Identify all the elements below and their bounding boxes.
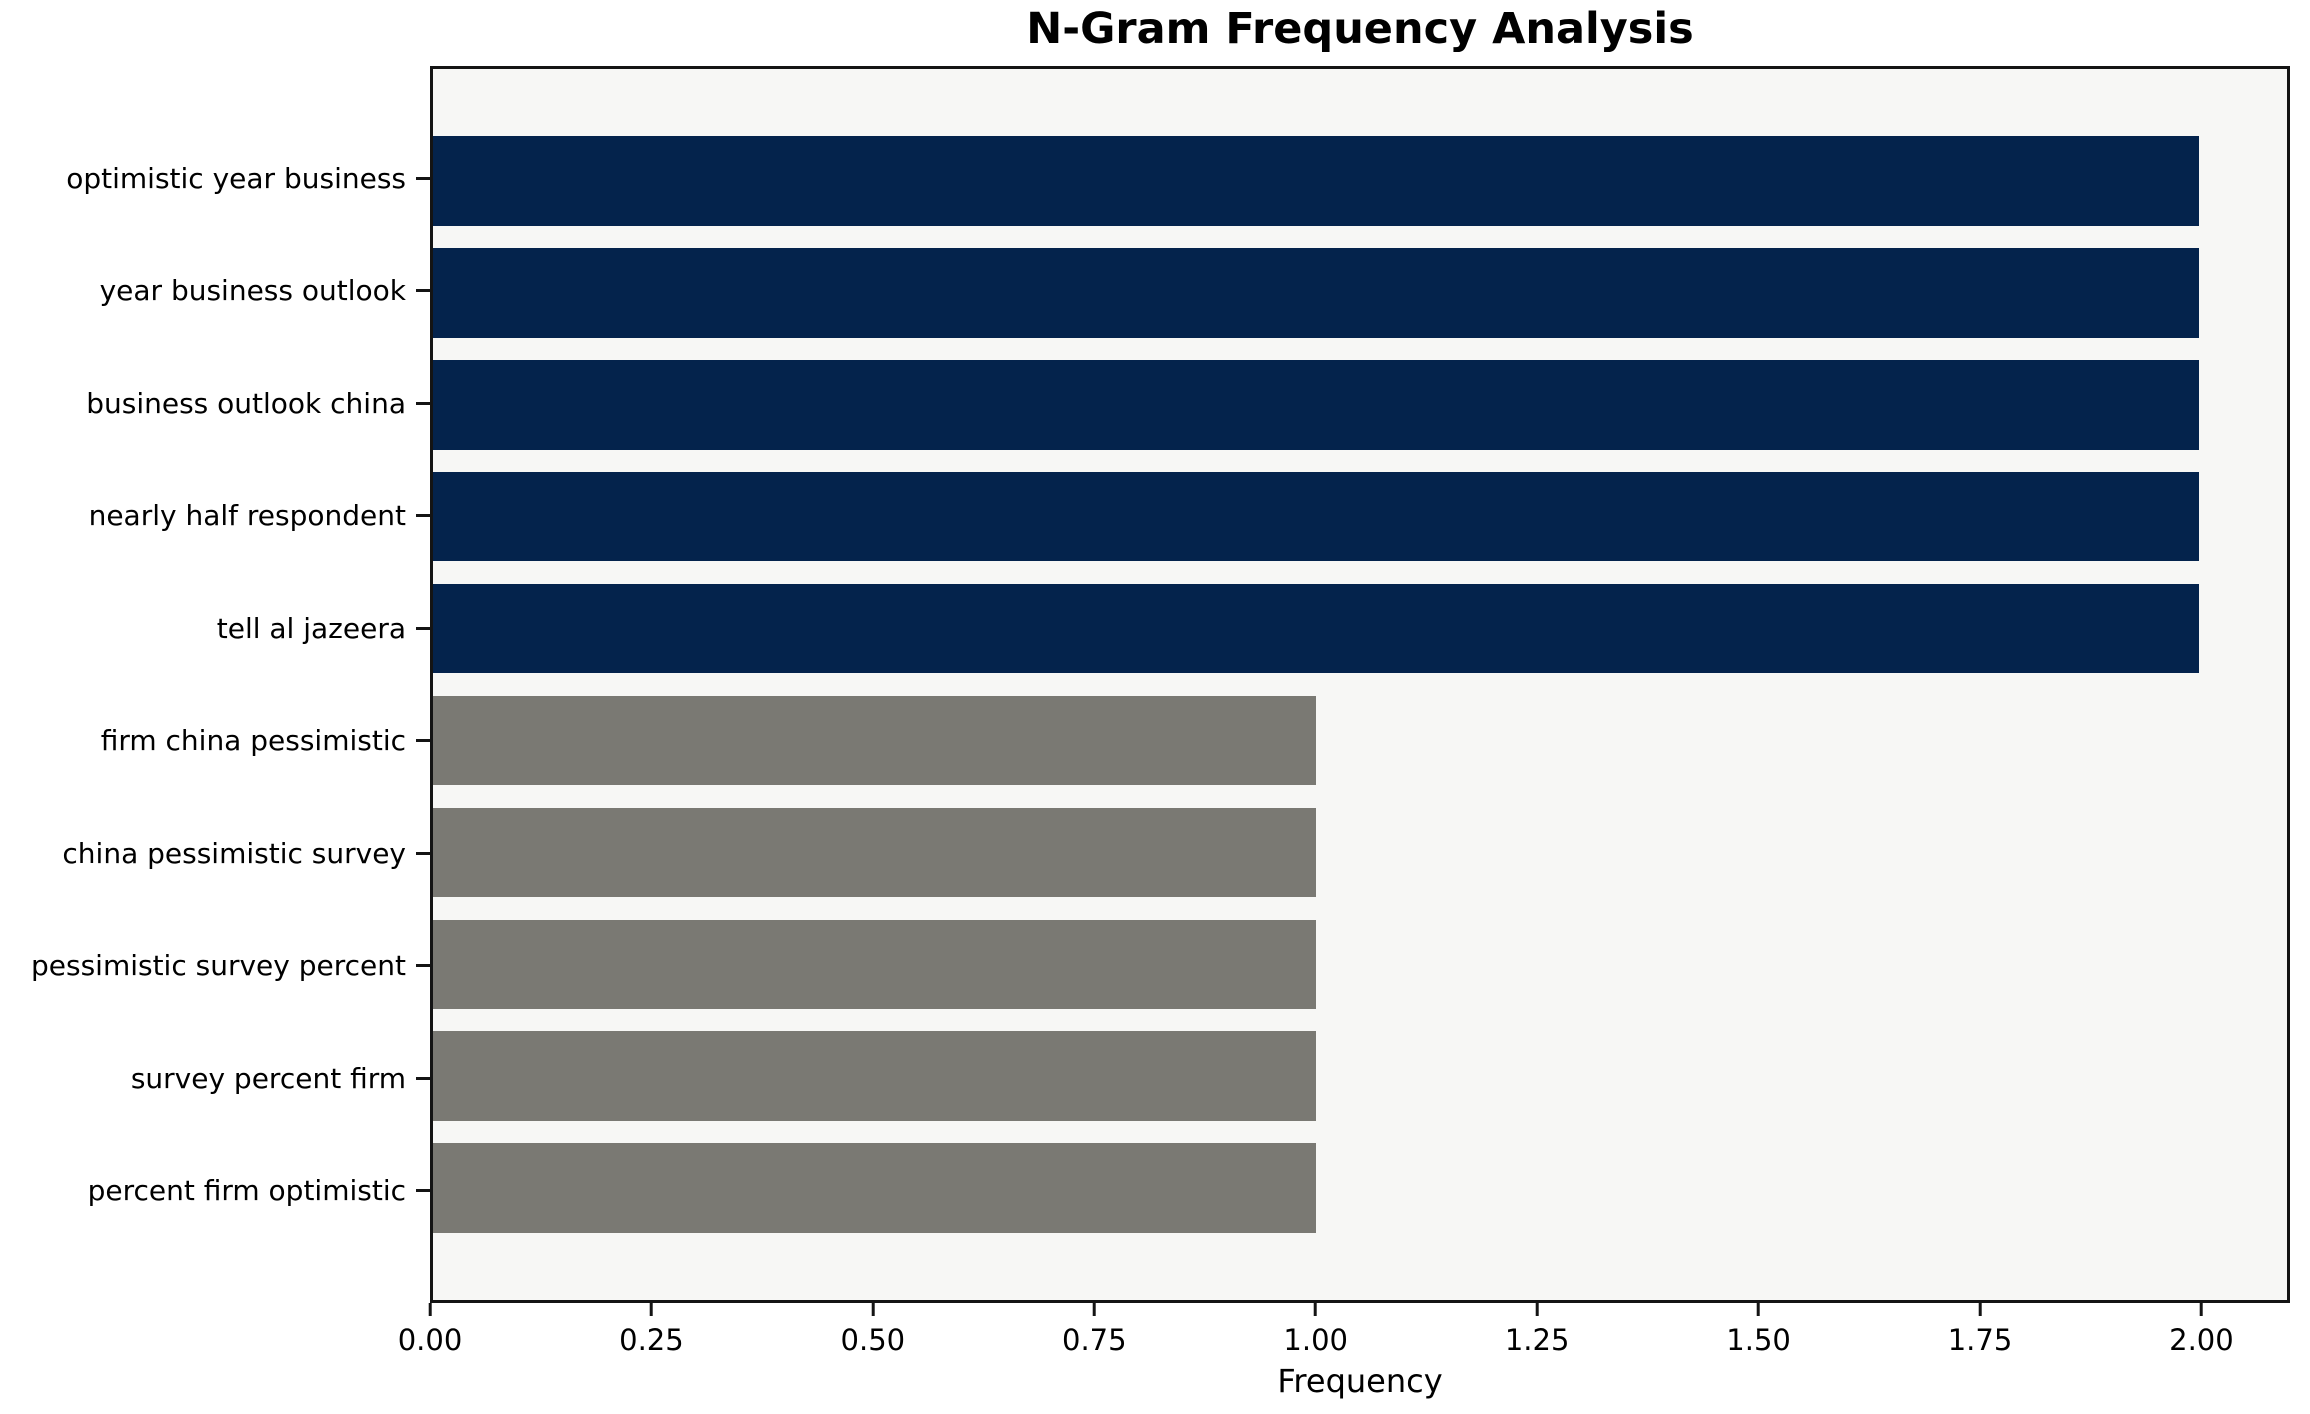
x-tick-mark — [428, 1303, 432, 1316]
bar-row — [433, 237, 2287, 349]
y-label-row: china pessimistic survey — [0, 797, 412, 910]
bar-0 — [433, 136, 2199, 226]
y-label-row: pessimistic survey percent — [0, 910, 412, 1023]
bar-8 — [433, 1031, 1316, 1121]
x-axis-tick: 0.25 — [619, 1303, 684, 1357]
bar-row — [433, 796, 2287, 908]
y-axis-label: tell al jazeera — [216, 611, 406, 645]
y-tick-row — [416, 1135, 430, 1248]
x-tick-label: 1.25 — [1504, 1323, 1570, 1357]
bar-4 — [433, 583, 2199, 674]
x-tick-label: 1.00 — [1283, 1323, 1348, 1357]
y-tick-row — [416, 235, 430, 348]
x-tick-mark — [1978, 1303, 1982, 1316]
y-tick-mark — [416, 1076, 430, 1080]
y-tick-row — [416, 910, 430, 1023]
y-axis-label: china pessimistic survey — [62, 836, 406, 870]
y-label-row: survey percent firm — [0, 1022, 412, 1135]
x-tick-mark — [1092, 1303, 1096, 1316]
bar-row — [433, 125, 2287, 237]
y-tick-row — [416, 122, 430, 235]
y-tick-mark — [416, 964, 430, 968]
x-axis-title: Frequency — [1277, 1362, 1443, 1400]
bar-row — [433, 685, 2287, 797]
y-axis-label: pessimistic survey percent — [30, 949, 406, 983]
x-tick-mark — [871, 1303, 875, 1316]
x-axis-tick: 0.75 — [1062, 1303, 1127, 1357]
y-axis-label: firm china pessimistic — [100, 724, 406, 758]
y-axis-labels: optimistic year business year business ou… — [0, 66, 412, 1303]
y-tick-row — [416, 572, 430, 685]
bar-row — [433, 573, 2287, 685]
y-tick-mark — [416, 626, 430, 630]
y-label-row: year business outlook — [0, 235, 412, 348]
y-axis-label: nearly half respondent — [88, 499, 406, 533]
x-tick-mark — [1757, 1303, 1761, 1316]
x-axis-tick: 1.25 — [1504, 1303, 1570, 1357]
x-tick-mark — [649, 1303, 653, 1316]
x-axis-tick: 0.50 — [840, 1303, 906, 1357]
bar-row — [433, 461, 2287, 573]
y-tick-row — [416, 347, 430, 460]
bar-row — [433, 349, 2287, 461]
bar-row — [433, 1020, 2287, 1132]
x-axis-tick: 0.00 — [397, 1303, 463, 1357]
y-tick-mark — [416, 514, 430, 518]
x-tick-label: 0.50 — [840, 1323, 906, 1357]
x-tick-mark — [1314, 1303, 1318, 1316]
bar-2 — [433, 360, 2199, 450]
bar-3 — [433, 471, 2199, 562]
y-tick-row — [416, 460, 430, 573]
y-tick-mark — [416, 1189, 430, 1193]
y-tick-row — [416, 1022, 430, 1135]
x-axis: 0.00 0.25 0.50 0.75 1.00 1.25 1.50 1.75 2.00 — [398, 1303, 2290, 1413]
y-tick-mark — [416, 176, 430, 180]
x-tick-label: 1.50 — [1726, 1323, 1791, 1357]
y-label-row: nearly half respondent — [0, 460, 412, 573]
y-label-row: firm china pessimistic — [0, 685, 412, 798]
x-tick-label: 0.25 — [619, 1323, 684, 1357]
y-tick-row — [416, 797, 430, 910]
bars-container — [433, 69, 2287, 1300]
plot-area — [430, 66, 2290, 1303]
y-tick-mark — [416, 851, 430, 855]
y-label-row: tell al jazeera — [0, 572, 412, 685]
y-tick-mark — [416, 739, 430, 743]
x-tick-label: 1.75 — [1947, 1323, 2013, 1357]
x-axis-tick: 2.00 — [2169, 1303, 2234, 1357]
x-tick-label: 0.00 — [397, 1323, 463, 1357]
y-axis-label: survey percent firm — [130, 1061, 406, 1095]
y-label-row: business outlook china — [0, 347, 412, 460]
y-axis-label: optimistic year business — [66, 161, 406, 195]
x-tick-mark — [2199, 1303, 2203, 1316]
y-tick-mark — [416, 401, 430, 405]
chart-title: N-Gram Frequency Analysis — [1026, 4, 1694, 54]
y-axis-label: percent firm optimistic — [87, 1174, 406, 1208]
y-label-row: percent firm optimistic — [0, 1135, 412, 1248]
bar-5 — [433, 695, 1316, 786]
y-label-row: optimistic year business — [0, 122, 412, 235]
y-axis-label: business outlook china — [86, 386, 406, 420]
x-tick-mark — [1535, 1303, 1539, 1316]
y-tick-mark — [416, 289, 430, 293]
bar-row — [433, 1132, 2287, 1244]
y-axis-label: year business outlook — [99, 274, 406, 308]
x-tick-label: 0.75 — [1061, 1323, 1127, 1357]
bar-9 — [433, 1143, 1316, 1233]
x-axis-tick: 1.75 — [1947, 1303, 2013, 1357]
bar-7 — [433, 919, 1316, 1010]
bar-row — [433, 908, 2287, 1020]
bar-1 — [433, 248, 2199, 338]
y-axis-ticks — [416, 66, 430, 1303]
y-tick-row — [416, 685, 430, 798]
x-axis-tick: 1.50 — [1726, 1303, 1791, 1357]
bar-6 — [433, 807, 1316, 898]
x-axis-tick: 1.00 — [1283, 1303, 1348, 1357]
x-tick-label: 2.00 — [2169, 1323, 2234, 1357]
